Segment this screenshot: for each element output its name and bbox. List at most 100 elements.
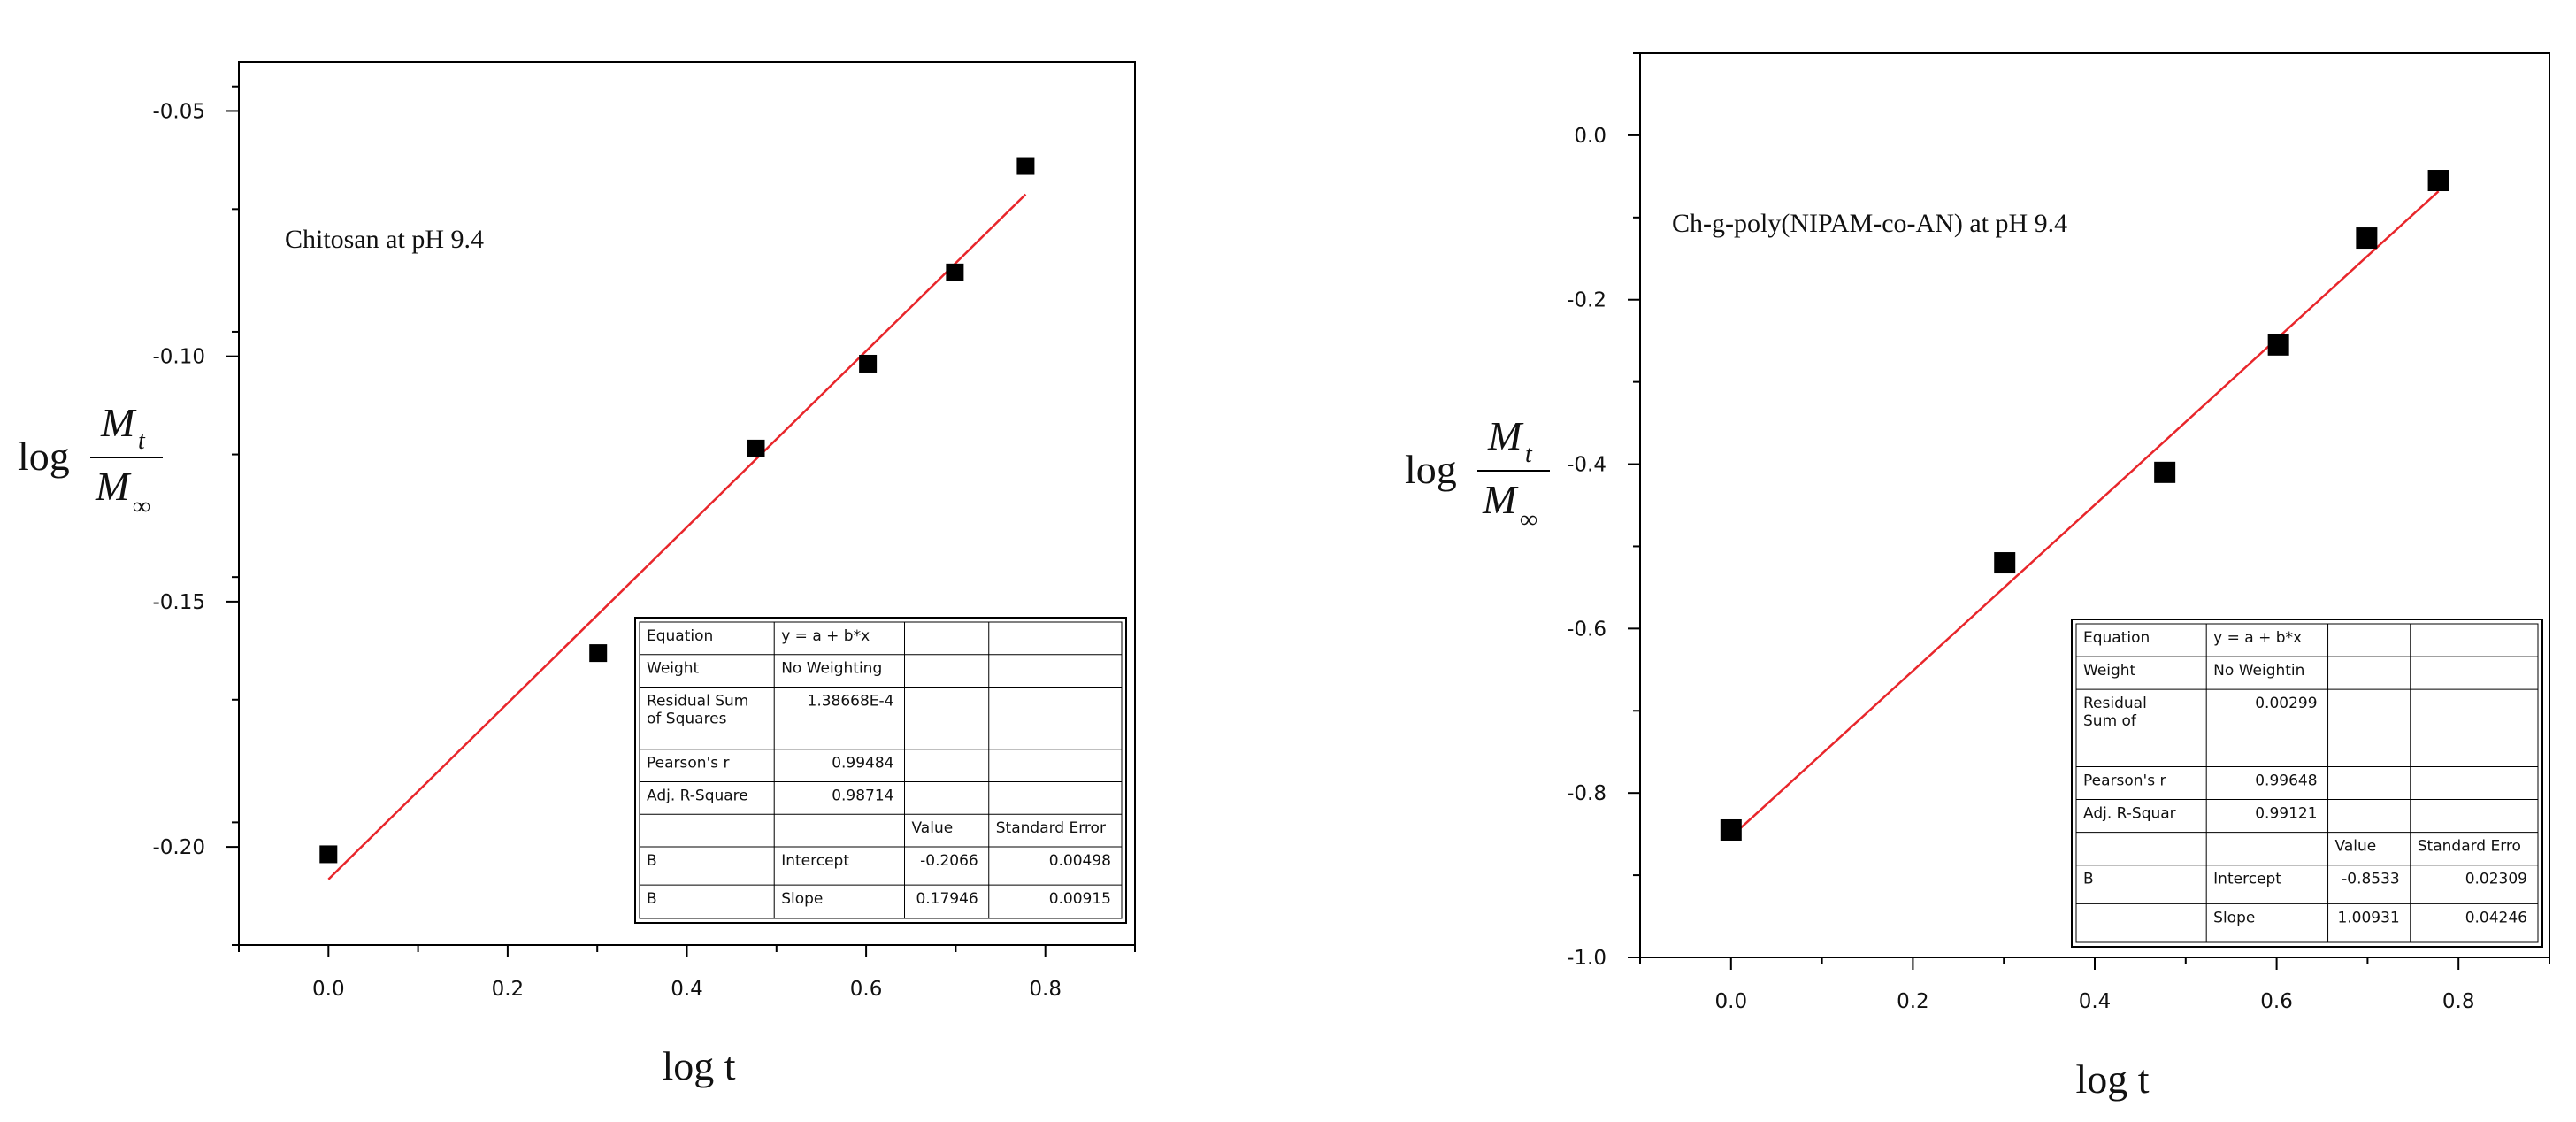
data-point: [2267, 334, 2289, 356]
chart-panel-2: 0.0 0.2 0.4 0.6 0.8 -1.0 -0.8 -0.6 -0.4 -0.2 0.0 Ch…: [1405, 52, 2550, 1102]
y-axis-title-denominator-sub: ∞: [133, 493, 150, 520]
x-tick-label: 0.0: [312, 978, 345, 1001]
fit-table-cell: Slope: [2213, 909, 2255, 926]
y-tick-label: -0.4: [1567, 454, 1606, 477]
x-tick-label: 0.8: [1029, 978, 1062, 1001]
fit-table-cell: 0.17946: [916, 890, 978, 908]
fit-table-cell: Sum of: [2083, 712, 2137, 730]
fit-table-cell: of Squares: [647, 710, 727, 727]
data-point: [2356, 227, 2378, 250]
fit-table-cell: 0.98714: [832, 787, 893, 804]
chart-annotation: Ch-g-poly(NIPAM-co-AN) at pH 9.4: [1672, 209, 2067, 238]
chart-panel-1: 0.0 0.2 0.4 0.6 0.8 -0.20 -0.15 -0.10 -0.05 Chito…: [18, 61, 1136, 1088]
x-tick-label: 0.2: [492, 978, 525, 1001]
fit-table-cell: Adj. R-Squar: [2083, 805, 2176, 823]
fit-table-cell: Value: [912, 819, 954, 837]
fit-line: [1729, 190, 2440, 838]
fit-table-cell: 0.00498: [1049, 852, 1111, 870]
chart-annotation: Chitosan at pH 9.4: [285, 225, 484, 254]
data-point: [946, 263, 964, 281]
fit-table-cell: B: [647, 852, 657, 870]
fit-table-cell: 0.99121: [2255, 805, 2317, 823]
fit-table-cell: B: [647, 890, 657, 908]
y-axis-title-prefix: log: [18, 434, 70, 479]
x-tick-label: 0.8: [2442, 990, 2475, 1013]
fit-table-cell: 0.99484: [832, 755, 893, 772]
fit-table-cell: Pearson's r: [2083, 772, 2166, 789]
data-point: [2427, 170, 2450, 192]
y-axis-title-numerator-sub: t: [1525, 441, 1533, 468]
fit-table: Equation y = a + b*x Weight No Weightin Resi…: [2071, 619, 2543, 948]
fit-table: Equation y = a + b*x Weight No Weighting Res…: [634, 617, 1127, 924]
fit-table-cell: Weight: [647, 660, 700, 678]
x-tick-label: 0.0: [1715, 990, 1748, 1013]
data-point: [1994, 552, 2016, 574]
fit-line: [327, 193, 1027, 880]
fit-table-cell: Residual: [2083, 695, 2147, 712]
y-tick-label: -0.8: [1567, 782, 1606, 805]
y-axis-title-numerator: M: [1487, 413, 1524, 458]
x-tick-label: 0.6: [2260, 990, 2293, 1013]
fit-table-cell: 0.02309: [2465, 871, 2527, 888]
fit-table-inner-frame: [2075, 623, 2539, 943]
y-axis-title-denominator: M: [95, 464, 132, 509]
y-tick-label: -0.05: [152, 100, 205, 123]
fit-table-cell: -0.2066: [920, 852, 978, 870]
fit-table-frame: [2071, 619, 2543, 948]
y-tick-label: -0.6: [1567, 618, 1606, 641]
fit-table-cell: B: [2083, 871, 2094, 888]
fit-table-cell: 1.00931: [2337, 909, 2399, 926]
data-point: [859, 354, 878, 373]
fit-table-cell: y = a + b*x: [781, 627, 870, 645]
data-point: [319, 845, 338, 864]
y-tick-label: -1.0: [1567, 947, 1606, 970]
fit-table-cell: Value: [2335, 838, 2377, 856]
fit-table-cell: Intercept: [2213, 871, 2281, 888]
fit-table-cell: Pearson's r: [647, 755, 729, 772]
fit-table-cell: 0.00915: [1049, 890, 1111, 908]
fit-table-cell: Weight: [2083, 662, 2136, 680]
y-axis-title-denominator: M: [1482, 477, 1519, 522]
y-tick-label: 0.0: [1574, 125, 1606, 148]
fit-table-cell: Residual Sum: [647, 692, 748, 710]
fit-table-cell: Slope: [781, 890, 823, 908]
fit-table-cell: Standard Error: [996, 819, 1106, 837]
y-tick-label: -0.15: [152, 591, 205, 614]
fit-table-cell: Adj. R-Square: [647, 787, 748, 804]
fit-table-cell: 0.99648: [2255, 772, 2317, 789]
fit-table-cell: Standard Erro: [2418, 838, 2521, 856]
y-axis-title-denominator-sub: ∞: [1520, 506, 1537, 534]
y-axis-title-prefix: log: [1405, 447, 1457, 492]
data-point: [2154, 461, 2176, 483]
fit-table-cell: Intercept: [781, 852, 849, 870]
fit-table-cell: Equation: [2083, 629, 2150, 647]
fit-table-cell: 0.00299: [2255, 695, 2317, 712]
x-tick-label: 0.6: [850, 978, 883, 1001]
fit-table-cell: Equation: [647, 627, 713, 645]
fit-table-cell: No Weightin: [2213, 662, 2304, 680]
x-axis-title: log t: [662, 1043, 735, 1088]
fit-table-inner-frame: [639, 621, 1123, 919]
fit-table-cell: -0.8533: [2342, 871, 2400, 888]
y-tick-label: -0.20: [152, 836, 205, 859]
fit-table-frame: [634, 617, 1127, 924]
data-point: [1016, 157, 1035, 175]
fit-table-cell: No Weighting: [781, 660, 882, 678]
data-point: [589, 644, 608, 663]
x-tick-label: 0.4: [2079, 990, 2112, 1013]
data-point: [1720, 818, 1742, 841]
y-axis-title-numerator: M: [100, 400, 137, 445]
fit-table-cell: 0.04246: [2465, 909, 2527, 926]
x-tick-label: 0.4: [671, 978, 703, 1001]
fit-table-cell: 1.38668E-4: [808, 692, 894, 710]
fit-table-cell: y = a + b*x: [2213, 629, 2302, 647]
y-tick-label: -0.2: [1567, 289, 1606, 312]
x-tick-label: 0.2: [1897, 990, 1929, 1013]
x-axis-title: log t: [2075, 1057, 2149, 1102]
data-point: [747, 439, 765, 457]
y-axis-title-numerator-sub: t: [138, 427, 146, 455]
y-tick-label: -0.10: [152, 346, 205, 369]
